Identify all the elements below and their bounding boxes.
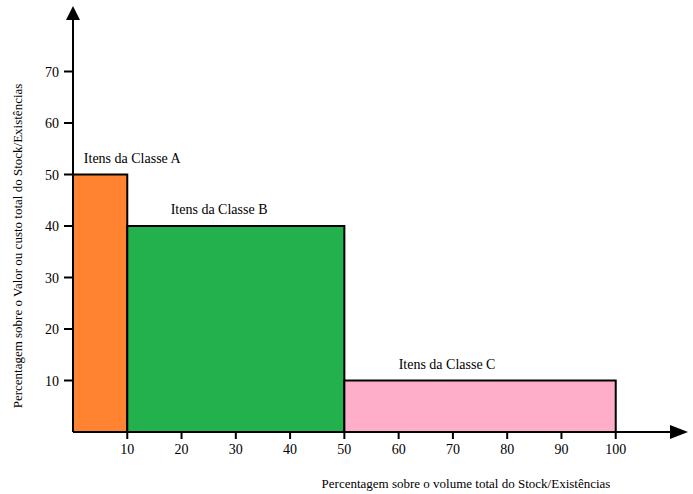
axes: 10 20 30 40 50 60 70 80 90 100 10 20 30 40 50 60 70 [45,6,688,457]
chart-svg: 10 20 30 40 50 60 70 80 90 100 10 20 30 40 50 60 70 Itens… [0,0,693,494]
y-tick [64,328,73,330]
y-tick [64,380,73,382]
x-tick-label: 50 [337,442,351,457]
x-axis-label: Percentagem sobre o volume total do Stoc… [322,476,611,491]
y-tick [64,122,73,124]
x-tick-label: 20 [175,442,189,457]
y-axis-label: Percentagem sobre o Valor ou custo total… [10,84,25,409]
y-tick [64,277,73,279]
bar-annotation: Itens da Classe A [84,151,182,166]
x-tick-label: 90 [554,442,568,457]
y-axis-arrow [66,6,80,20]
y-tick-label: 70 [45,65,59,80]
x-tick-label: 60 [392,442,406,457]
bar [344,381,615,433]
bar-annotation: Itens da Classe C [399,357,496,372]
y-tick [64,174,73,176]
x-tick-label: 10 [120,442,134,457]
bar-annotation: Itens da Classe B [171,202,268,217]
x-tick [615,432,617,439]
x-tick [398,432,400,439]
y-tick-label: 60 [45,116,59,131]
x-axis-line [73,431,670,433]
bar [127,226,344,432]
y-tick [64,225,73,227]
x-tick [181,432,183,439]
x-tick [452,432,454,439]
y-tick-label: 30 [45,271,59,286]
x-tick [126,432,128,439]
x-tick [560,432,562,439]
x-tick [289,432,291,439]
x-axis-arrow [670,425,688,439]
x-tick-label: 40 [283,442,297,457]
bar [73,175,127,433]
y-tick-label: 50 [45,168,59,183]
x-tick [506,432,508,439]
x-tick [343,432,345,439]
x-tick [235,432,237,439]
x-tick-label: 30 [229,442,243,457]
x-tick-label: 70 [446,442,460,457]
bars [73,175,616,433]
y-tick [64,71,73,73]
y-tick-label: 20 [45,322,59,337]
x-tick-label: 80 [500,442,514,457]
x-tick-label: 100 [605,442,626,457]
y-tick-label: 10 [45,374,59,389]
chart-container: 10 20 30 40 50 60 70 80 90 100 10 20 30 40 50 60 70 Itens… [0,0,693,494]
y-tick-label: 40 [45,219,59,234]
